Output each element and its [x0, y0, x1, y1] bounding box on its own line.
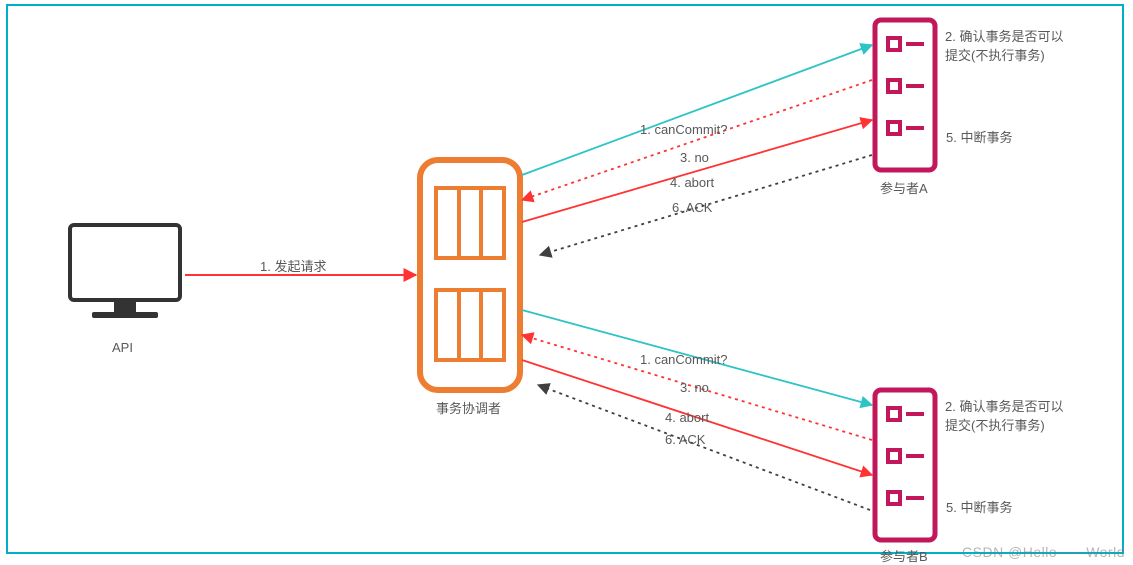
coordinator-node [420, 160, 520, 390]
edge-cancommit-b-label: 1. canCommit? [640, 352, 727, 367]
edge-cancommit-a-label: 1. canCommit? [640, 122, 727, 137]
participant-b-node [875, 390, 935, 540]
edge-ack-b [538, 385, 870, 510]
edge-no-a-label: 3. no [680, 150, 709, 165]
diagram-svg [0, 0, 1133, 564]
participant-a-node [875, 20, 935, 170]
edge-ack-b-label: 6. ACK [665, 432, 705, 447]
api-node [70, 225, 180, 318]
note-a1: 2. 确认事务是否可以 提交(不执行事务) [945, 28, 1063, 66]
note-b2: 5. 中断事务 [946, 497, 1012, 516]
edge-abort-b-label: 4. abort [665, 410, 709, 425]
coordinator-label: 事务协调者 [436, 398, 501, 417]
edge-ack-a-label: 6. ACK [672, 200, 712, 215]
participant-a-label: 参与者A [880, 178, 928, 197]
note-a2: 5. 中断事务 [946, 127, 1012, 146]
api-label: API [112, 340, 133, 355]
watermark: CSDN @Hello——World [962, 544, 1125, 560]
edge-request-label: 1. 发起请求 [260, 256, 326, 275]
edge-abort-a-label: 4. abort [670, 175, 714, 190]
note-b1: 2. 确认事务是否可以 提交(不执行事务) [945, 398, 1063, 436]
edge-no-b-label: 3. no [680, 380, 709, 395]
participant-b-label: 参与者B [880, 546, 928, 565]
